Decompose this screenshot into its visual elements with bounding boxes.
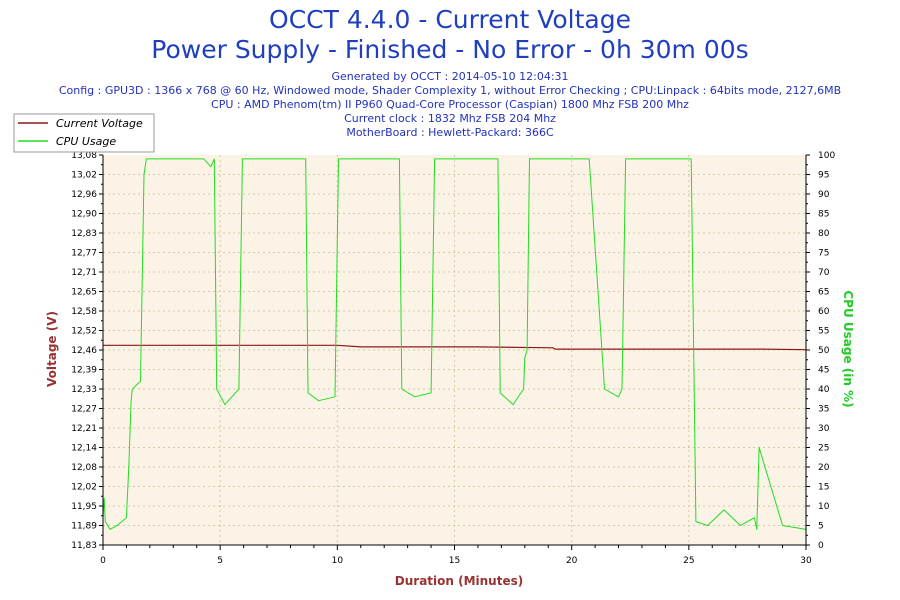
x-tick-label: 25	[683, 556, 694, 566]
info-config: Config : GPU3D : 1366 x 768 @ 60 Hz, Win…	[58, 84, 842, 97]
y-left-axis-label: Voltage (V)	[45, 311, 59, 387]
y-left-tick-label: 12,77	[71, 249, 97, 259]
x-tick-label: 0	[100, 556, 106, 566]
y-right-tick-label: 70	[818, 268, 830, 278]
y-right-tick-label: 10	[818, 502, 830, 512]
y-right-tick-label: 30	[818, 424, 830, 434]
y-right-tick-label: 0	[818, 541, 824, 551]
series-line-cpu	[102, 158, 807, 530]
y-right-tick-label: 5	[818, 522, 824, 532]
y-right-tick-label: 60	[818, 307, 830, 317]
y-left-tick-label: 13,02	[71, 171, 97, 181]
info-clock: Current clock : 1832 Mhz FSB 204 Mhz	[344, 112, 556, 125]
y-right-tick-label: 45	[818, 366, 829, 376]
y-left-tick-label: 11,95	[71, 502, 97, 512]
y-right-tick-label: 15	[818, 483, 829, 493]
y-left-tick-label: 12,33	[71, 385, 97, 395]
y-right-tick-label: 55	[818, 327, 829, 337]
y-right-tick-label: 90	[818, 190, 830, 200]
y-right-tick-label: 50	[818, 346, 830, 356]
y-left-tick-label: 11,83	[71, 541, 97, 551]
y-right-tick-label: 20	[818, 463, 830, 473]
y-right-axis-label: CPU Usage (in %)	[841, 290, 855, 407]
y-right-tick-label: 75	[818, 249, 829, 259]
y-right-tick-label: 65	[818, 288, 829, 298]
x-tick-label: 30	[800, 556, 812, 566]
y-right-tick-label: 95	[818, 171, 829, 181]
y-left-tick-label: 12,52	[71, 327, 97, 337]
y-right-tick-label: 40	[818, 385, 830, 395]
legend: Current Voltage CPU Usage	[13, 113, 155, 153]
y-left-tick-label: 12,21	[71, 424, 97, 434]
y-left-tick-label: 12,39	[71, 366, 97, 376]
y-left-tick-label: 12,08	[71, 463, 97, 473]
y-left-tick-label: 12,83	[71, 229, 97, 239]
legend-box	[13, 113, 155, 153]
axes	[99, 154, 810, 550]
y-left-tick-label: 12,71	[71, 268, 97, 278]
y-left-tick-label: 12,96	[71, 190, 97, 200]
y-left-tick-label: 12,58	[71, 307, 97, 317]
x-tick-label: 15	[449, 556, 460, 566]
info-generated: Generated by OCCT : 2014-05-10 12:04:31	[331, 70, 569, 83]
chart-title: OCCT 4.4.0 - Current Voltage	[269, 5, 631, 34]
y-right-tick-label: 85	[818, 210, 829, 220]
info-motherboard: MotherBoard : Hewlett-Packard: 366C	[346, 126, 554, 139]
y-right-tick-label: 80	[818, 229, 830, 239]
y-left-tick-label: 13,08	[71, 151, 97, 161]
y-left-tick-label: 12,65	[71, 288, 97, 298]
y-right-tick-label: 35	[818, 405, 829, 415]
series-line-voltage	[103, 344, 807, 351]
legend-label-cpu: CPU Usage	[56, 135, 116, 148]
x-tick-label: 10	[332, 556, 344, 566]
y-right-tick-label: 25	[818, 444, 829, 454]
y-left-tick-label: 12,90	[71, 210, 97, 220]
y-left-tick-label: 12,46	[71, 346, 97, 356]
y-left-tick-label: 12,02	[71, 483, 97, 493]
chart-subtitle: Power Supply - Finished - No Error - 0h …	[151, 35, 749, 64]
x-axis-label: Duration (Minutes)	[395, 574, 523, 588]
grid-lines	[103, 155, 806, 545]
y-left-tick-label: 12,14	[71, 444, 97, 454]
x-tick-label: 20	[566, 556, 578, 566]
x-tick-label: 5	[217, 556, 223, 566]
series-lines	[102, 158, 807, 530]
y-left-tick-label: 12,27	[71, 405, 97, 415]
y-left-tick-label: 11,89	[71, 522, 97, 532]
y-right-tick-label: 100	[818, 151, 835, 161]
legend-label-voltage: Current Voltage	[56, 117, 143, 130]
info-cpu: CPU : AMD Phenom(tm) II P960 Quad-Core P…	[211, 98, 689, 111]
